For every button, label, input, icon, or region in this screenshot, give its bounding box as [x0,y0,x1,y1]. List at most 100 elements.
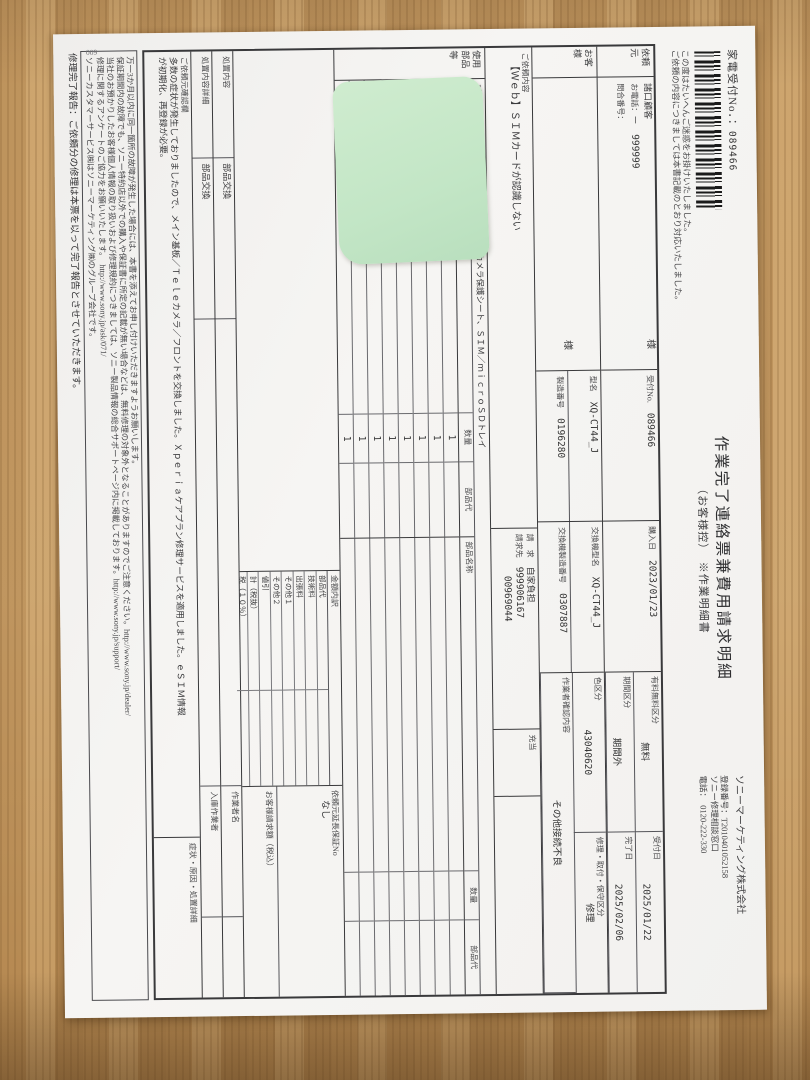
period-class-label: 期間区分 [621,676,632,709]
amount-label: 技術料 [304,571,317,691]
sticky-note-covering-name [332,75,490,266]
exchange-serial-label: 交換機製造番号 [557,527,568,584]
reception-block: 家電受付No．：089466 この度はたいへんご迷惑をお掛けいたしました。 ご依… [669,43,743,342]
billing-cell: 請 求 自家負担 請求先 999906167 00969044 [491,528,540,730]
exchange-serial-pair: 交換機製造番号 0307887 [538,522,571,672]
color-repair-grid: 色区分 43040620 修理・取付・保守区分 修理 作業者確認内容 その他接続不良 [539,672,608,994]
model-label: 型名 [588,375,598,392]
requester-cell: 諸口顧客様 お電話：－ 999999 問合番号： [597,76,658,371]
billing-to-label: 請求先 [513,533,524,558]
received-date-pair: 受付日 2025/01/22 [634,831,665,993]
reception-no-value: 089466 [726,130,738,172]
completed-date-label: 完了日 [623,836,634,861]
device-reception-no: 089466 [644,412,657,448]
part-qty: 1 [414,413,429,463]
color-class-label: 色区分 [592,676,603,701]
part-price [415,463,430,537]
treatment-value: 部品交換 [213,158,236,320]
amount-value [260,691,272,786]
symptom-cause-label: 症状・原因・処置詳細 [188,842,199,923]
amount-value [295,690,307,785]
part-price [430,463,445,537]
document-subtitle: （お客様控） ※作業明細書 [695,483,710,634]
part-qty: 1 [429,413,444,463]
completed-date-pair: 完了日 2025/02/06 [606,832,637,993]
part-price [445,462,460,536]
fee-dates-grid: 有料無料区分 無料 受付日 2025/01/22 期間区分 期間外 完了日 2025/0… [604,671,665,993]
requester-label: 依頼元 [597,45,654,78]
customer-row: お客様 様 型名 XQ-CT44_J 製造番号 0196280 交換機型名 XQ-CT… [531,46,608,994]
parts-col-qty: 数量 [464,871,480,921]
part-qty: 1 [339,414,354,464]
fee-class-pair: 有料無料区分 無料 [632,671,663,833]
amount-label: 値引 [258,571,271,691]
purchase-date-pair: 購入日 2023/01/23 [603,521,661,672]
part-qty: 1 [399,413,414,464]
amount-value [306,690,318,785]
warehouse-worker-label: 入庫作業者 [200,786,223,918]
requester-sama: 様 [644,338,656,350]
parts-col-price: 部品代 [463,487,474,512]
model-pair: 型名 XQ-CT44_J [567,370,602,522]
requester-confirm-area: ご依頼元確認欄 多数の症状が発生しておりましたので、メイン基板／Ｔｅｌｅカメラ／… [144,51,201,839]
part-qty: 1 [384,414,399,464]
amount-label: 計（税抜） [247,571,260,691]
model-value: XQ-CT44_J [587,401,600,454]
part-qty: 1 [369,414,384,464]
fee-class-label: 有料無料区分 [649,675,660,725]
part-price [340,464,355,538]
customer-label: お客様 [532,46,597,79]
amount-label: その他１ [281,571,294,691]
document-header: 家電受付No．：089466 この度はたいへんご迷惑をお掛けいたしました。 ご依… [655,43,751,994]
part-price [370,463,385,537]
color-class-pair: 色区分 43040620 [571,672,606,834]
treatment-detail-value: 部品交換 [192,158,215,320]
requester-phone-value: － 999999 [628,115,641,169]
amount-value [249,691,261,786]
customer-sama-line: 様 [562,78,575,370]
worker-confirm-pair: 作業者確認内容 その他接続不良 [539,673,576,994]
exchange-model-value: XQ-CT44_J [589,576,602,629]
customer-sama: 様 [561,339,573,351]
billing-label: 請 求 [525,533,535,558]
exchange-model-cell: 交換機型名 XQ-CT44_J 交換機製造番号 0307887 [538,521,604,674]
symptom-label-cell: 症状・原因・処置詳細 [154,838,202,999]
reception-no-label: 家電受付No．： [725,48,739,132]
purchase-date-cell: 購入日 2023/01/23 [603,520,661,673]
amounts-table: 金額内訳 部品代 技術料 出張料 その他１ その他２ 値引 計（税抜） 税（１０… [235,570,343,788]
inquiry-no-label: 問合番号： [615,83,626,124]
requester-phone-label: お電話： [629,83,639,116]
legal-notes-box: 万一3か月以内に同一箇所の故障が発生した場合には、本書を添えてお申し付けいただき… [80,50,150,1001]
part-qty: 1 [354,414,369,464]
purchase-date-value: 2023/01/23 [646,559,659,618]
reception-id-cell: 受付No. 089466 [601,369,660,522]
allocation-label: 充当 [527,734,537,751]
amount-value [318,690,330,785]
parts-table-right: 部品名称 数量 部品代 [340,537,481,996]
document-title: 作業完了連絡票兼費用請求明細 [711,435,732,681]
total-cell: お客様請求額（税込） [243,787,280,997]
warranty-label: 依頼元延長保証No [330,789,341,856]
part-qty: 1 [444,413,459,463]
allocation-cell: 充当 [493,729,541,797]
title-block: 作業完了連絡票兼費用請求明細 （お客様控） ※作業明細書 [692,341,748,776]
warehouse-worker-value [202,917,223,997]
total-label: お客様請求額（税込） [264,790,275,871]
page-marker: 009 [86,47,98,57]
serial-label: 製造番号 [555,376,566,409]
parts-col-price: 部品代 [469,945,479,970]
amount-label: 出張料 [293,571,306,691]
treatment-detail-label: 処置内容詳細 [191,51,213,159]
serial-value: 0196280 [555,418,567,459]
parts-col-qty: 数量 [459,413,474,463]
amounts-row: 金額内訳 部品代 技術料 出張料 その他１ その他２ 値引 計（税抜） 税（１０… [232,49,346,998]
exchange-model-pair: 交換機型名 XQ-CT44_J [569,521,604,673]
billing-to-line: 請求先 999906167 [512,534,526,724]
requester-name: 諸口顧客 [642,83,654,120]
request-empty-cell [494,796,542,994]
billing-to-value: 999906167 [513,566,525,619]
amount-label: 部品代 [316,571,329,691]
model-cell: 型名 XQ-CT44_J 製造番号 0196280 [536,370,603,523]
company-block: ソニーマーケティング株式会社 登録番号：T2010401052158 ソニー修理… [698,775,751,994]
